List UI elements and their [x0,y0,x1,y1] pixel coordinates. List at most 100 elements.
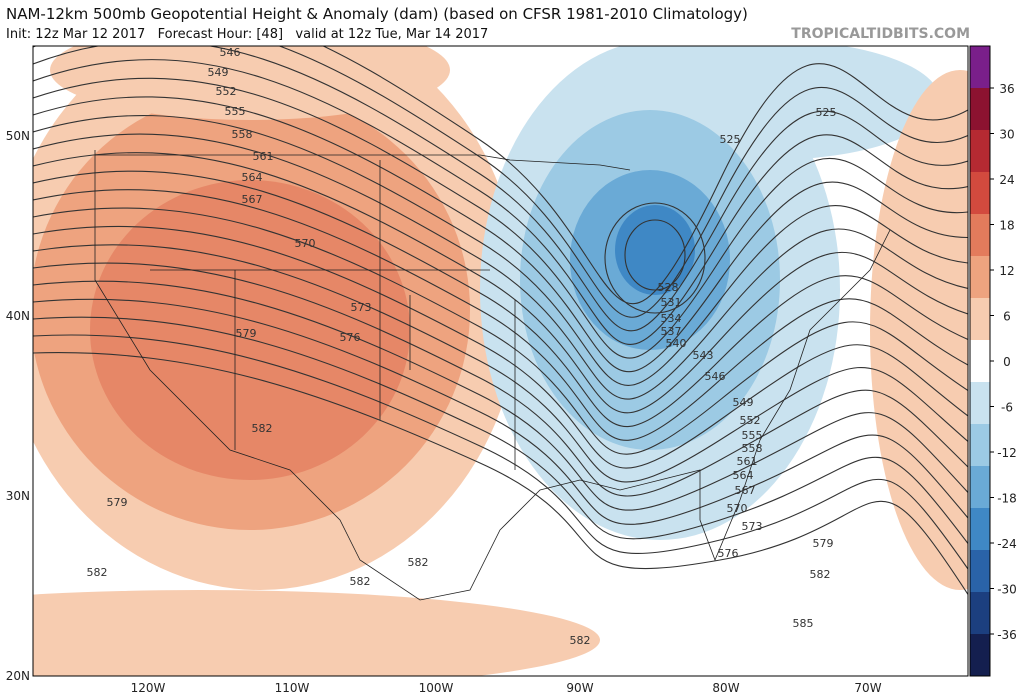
lon-label: 120W [131,681,166,695]
lon-label: 100W [419,681,454,695]
colorbar-label: 18 [999,219,1014,233]
contour-line [33,280,968,511]
colorbar-segment [970,634,990,677]
contour-line [33,316,968,544]
contour-label: 570 [727,502,748,515]
contour-label: 573 [351,301,372,314]
contour-line [33,46,968,332]
contour-line [604,202,706,314]
lat-label: 40N [6,309,30,323]
contour-line [33,334,968,570]
contour-line [33,262,968,497]
colorbar-segment [970,592,990,635]
contour-label: 558 [232,128,253,141]
contour-label: 531 [661,296,682,309]
contour-label: 576 [340,331,361,344]
colorbar-label: 30 [999,128,1014,142]
colorbar-segment [970,256,990,299]
contour-label: 525 [816,106,837,119]
contour-label: 582 [87,566,108,579]
colorbar-segment [970,172,990,215]
colorbar-segment [970,298,990,341]
colorbar-label: 12 [999,264,1014,278]
contour-label: 567 [242,193,263,206]
lon-label: 80W [712,681,739,695]
contour-label: 537 [661,325,682,338]
lon-label: 90W [566,681,593,695]
contour-line [33,133,968,400]
colorbar-segment [970,214,990,257]
contour-label: 579 [107,496,128,509]
contour-line [33,207,968,455]
contour-label: 561 [253,150,274,163]
contour-label: 552 [740,414,761,427]
colorbar-segment [970,424,990,467]
contour-label: 549 [733,396,754,409]
contour-line [33,96,968,373]
contour-label: 525 [720,133,741,146]
lon-label: 70W [854,681,881,695]
colorbar-label: -18 [997,492,1017,506]
colorbar-label: -12 [997,446,1017,460]
contour-label: 582 [350,575,371,588]
lat-label: 50N [6,129,30,143]
colorbar-label: -36 [997,628,1017,642]
contour-label: 564 [242,171,263,184]
contour-label: 546 [220,46,241,59]
brand: TROPICALTIDBITS.COM [791,26,970,42]
colorbar-segment [970,508,990,551]
contour-label: 555 [225,105,246,118]
contour-line [33,352,968,595]
colorbar-label: -24 [997,537,1017,551]
colorbar-segment [970,550,990,593]
title: NAM-12km 500mb Geopotential Height & Ano… [6,5,748,23]
contour-label: 582 [408,556,429,569]
lat-label: 30N [6,489,30,503]
contour-label: 579 [813,537,834,550]
map-frame [32,45,969,677]
colorbar-label: 0 [1003,355,1011,369]
contour-label: 549 [208,66,229,79]
lon-label: 110W [275,681,310,695]
contour-label: 534 [661,312,682,325]
contour-label: 570 [295,237,316,250]
contour-label: 543 [693,349,714,362]
contour-line [33,77,968,359]
contour-line [33,298,968,525]
colorbar-label: -30 [997,583,1017,597]
map: 5465495525555585615645675705735765795825… [33,46,968,676]
colorbar-segment [970,88,990,131]
contour-line [33,170,968,427]
colorbar-segment [970,130,990,173]
contour-label: 582 [570,634,591,647]
contour-label: 567 [735,484,756,497]
contour-label: 582 [252,422,273,435]
contour-label: 546 [705,370,726,383]
colorbar-segment [970,46,990,89]
contour-line [33,59,968,346]
contour-label: 555 [742,429,763,442]
colorbar-segment [970,382,990,425]
contour-label: 576 [718,547,739,560]
contour-line [33,189,968,441]
colorbar-label: 24 [999,173,1014,187]
colorbar-label: -6 [1001,401,1013,415]
colorbar-label: 6 [1003,310,1011,324]
contour-label: 585 [793,617,814,630]
colorbar-segment [970,466,990,509]
init-line: Init: 12z Mar 12 2017 Forecast Hour: [48… [6,27,488,42]
contour-label: 558 [742,442,763,455]
contour-line [33,152,968,414]
contour-line [33,244,968,483]
contour-label: 561 [737,455,758,468]
contour-label: 579 [236,327,257,340]
contour-label: 540 [666,337,687,350]
contour-line [33,225,968,469]
contour-label: 528 [658,281,679,294]
contour-line [321,46,968,304]
contour-line [624,219,686,291]
contour-label: 573 [742,520,763,533]
contour-label: 564 [733,469,754,482]
colorbar-label: 36 [999,82,1014,96]
